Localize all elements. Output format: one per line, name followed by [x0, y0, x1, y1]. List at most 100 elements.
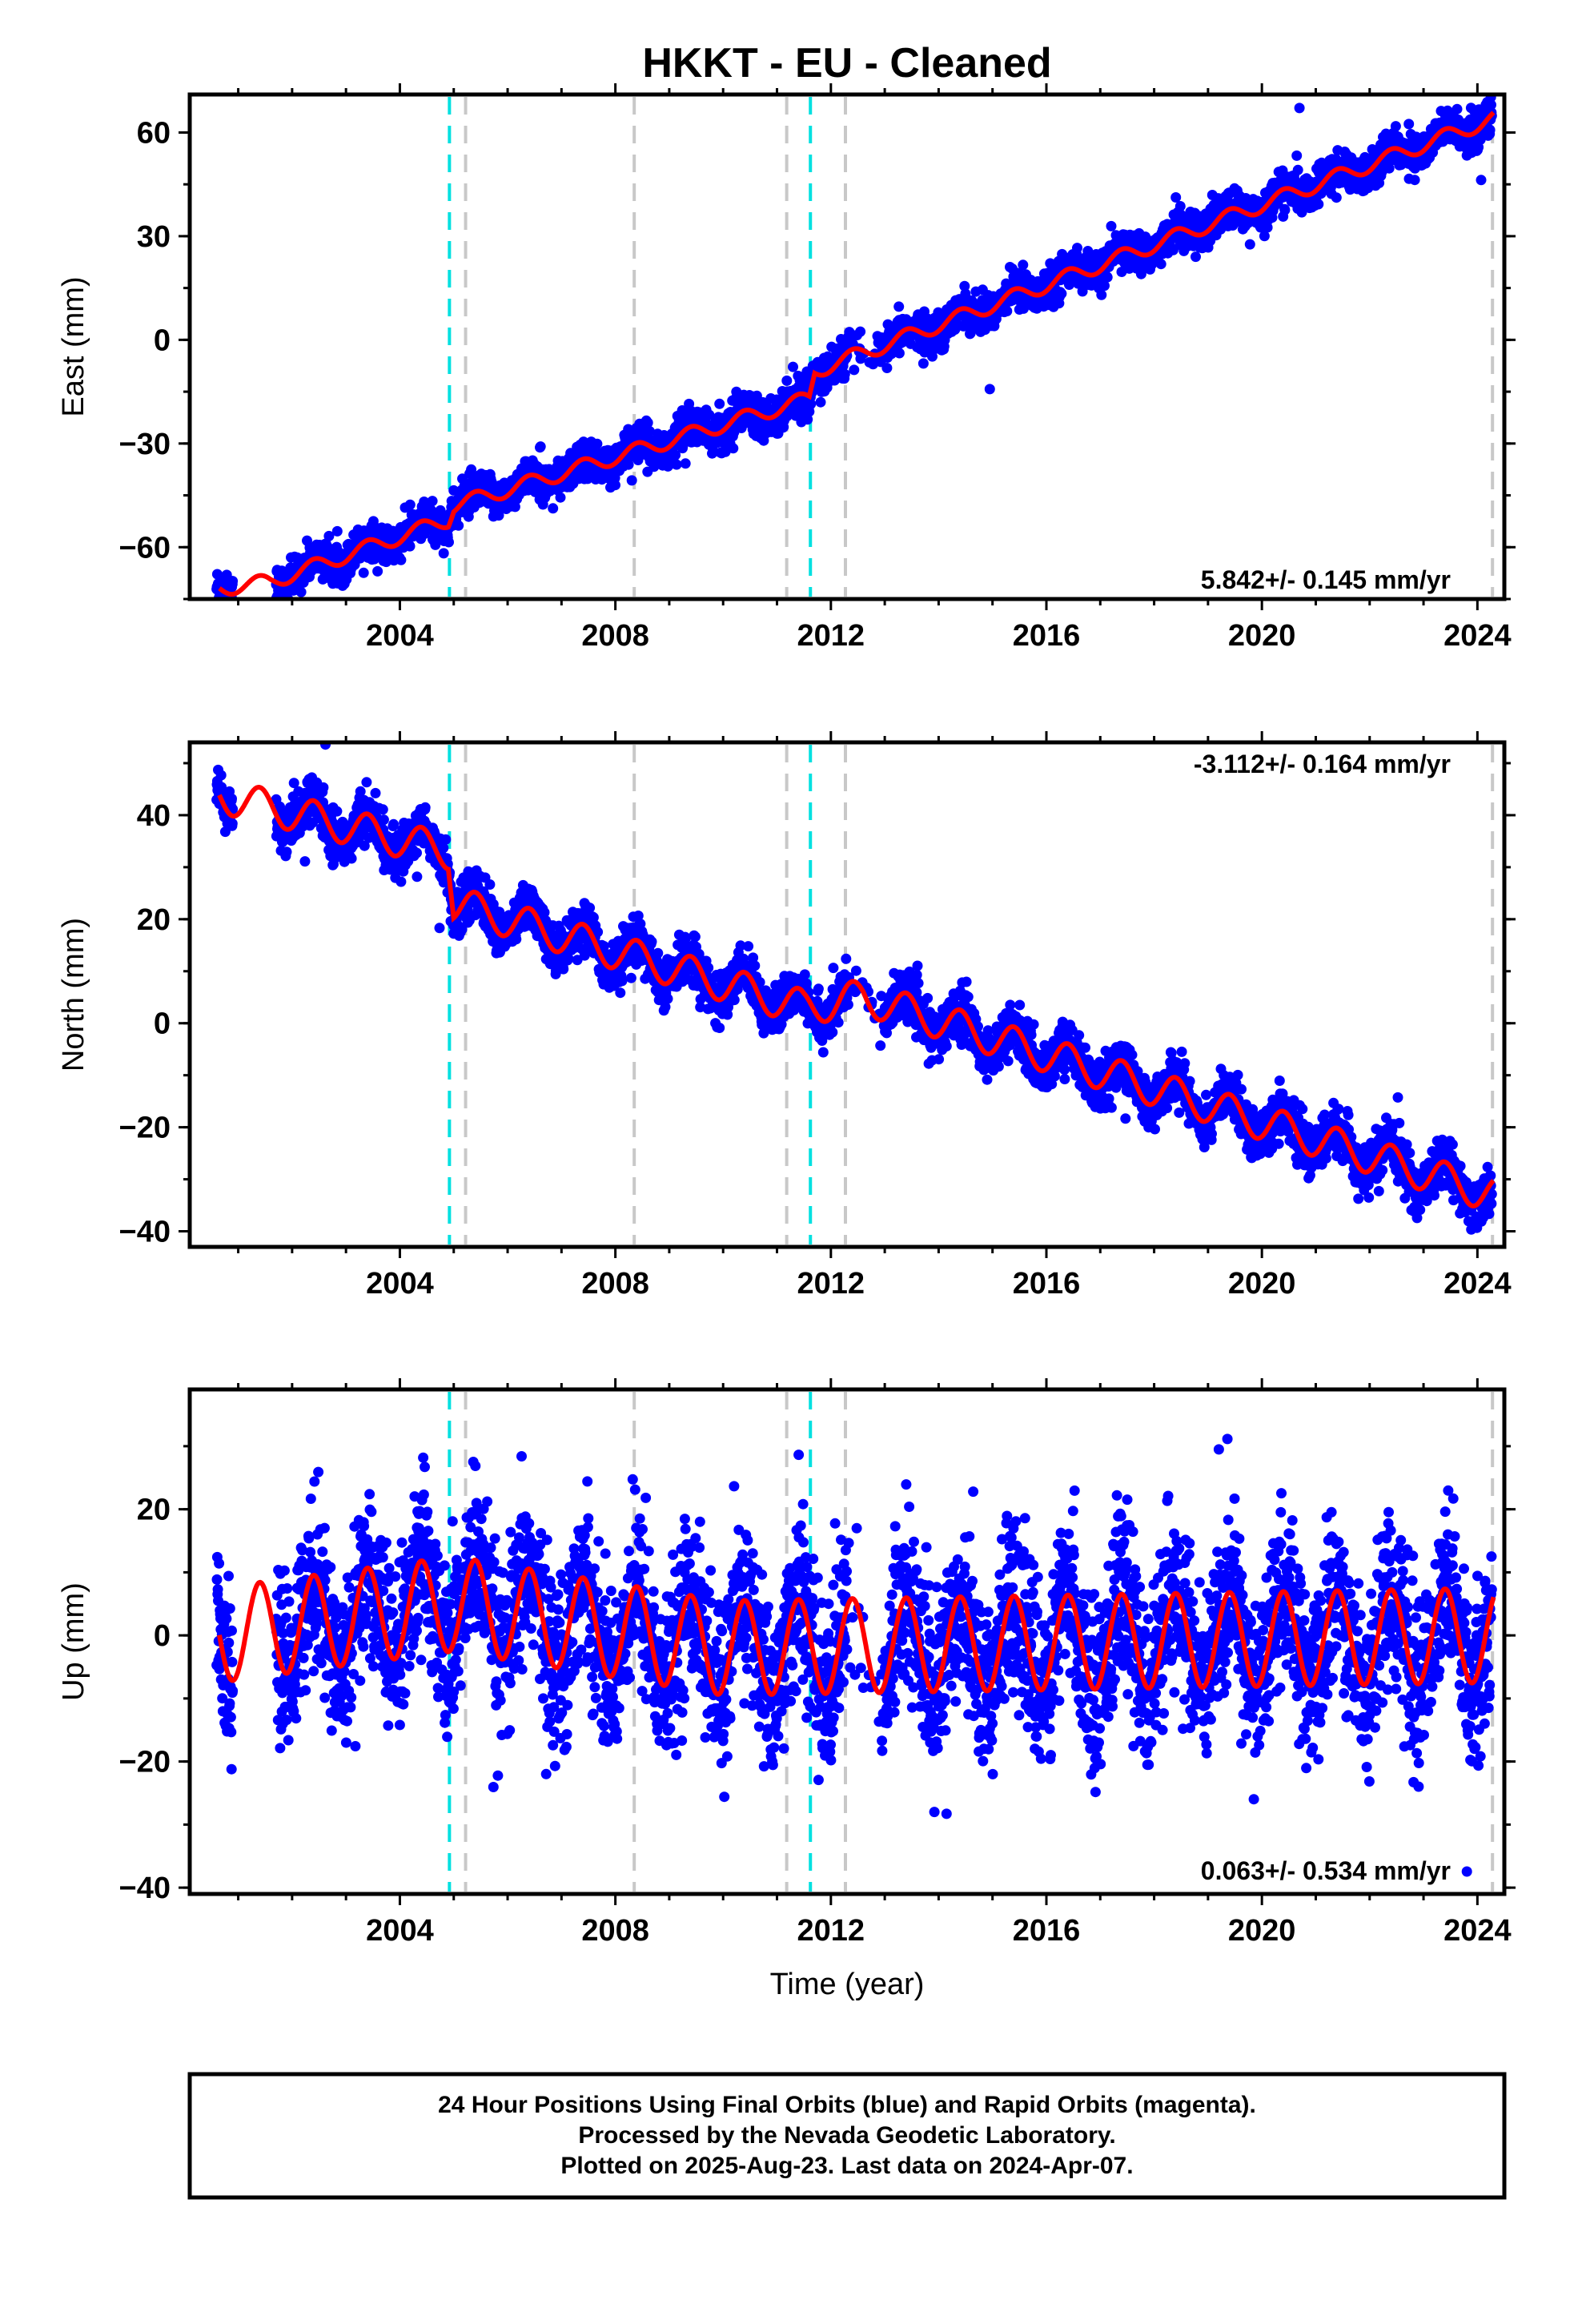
data-point [1331, 192, 1342, 203]
data-point [623, 459, 634, 470]
data-point [444, 537, 454, 548]
data-point [323, 530, 335, 541]
data-point [728, 443, 739, 454]
data-point [404, 499, 416, 510]
chart-title: HKKT - EU - Cleaned [642, 40, 1051, 86]
data-point [318, 782, 329, 793]
x-tick-label: 2016 [1013, 619, 1081, 653]
data-point [1244, 239, 1255, 250]
data-point [839, 368, 850, 380]
data-point [644, 426, 655, 436]
data-point [227, 793, 237, 804]
data-point [610, 480, 620, 491]
data-point [404, 541, 416, 552]
data-point [493, 510, 504, 521]
data-point [1191, 251, 1201, 263]
data-point [984, 384, 995, 395]
x-tick-label: 2008 [581, 619, 649, 653]
data-point [893, 348, 905, 359]
data-point [881, 363, 893, 373]
data-point [893, 301, 905, 312]
data-point [1403, 119, 1415, 130]
data-point [396, 876, 407, 887]
data-point [427, 496, 438, 507]
data-point [412, 871, 423, 883]
rate-label: 5.842+/- 0.145 mm/yr [1201, 565, 1451, 594]
data-point [346, 853, 357, 864]
data-point [1072, 243, 1082, 254]
data-point [1106, 220, 1117, 231]
data-point [378, 814, 389, 826]
data-point [361, 777, 372, 788]
y-tick-label: 30 [137, 220, 171, 254]
data-point [714, 398, 725, 409]
data-point [720, 446, 731, 457]
data-point [917, 358, 929, 369]
y-tick-label: −30 [119, 428, 171, 461]
x-tick-label: 2012 [797, 619, 865, 653]
data-point [781, 375, 793, 386]
data-point [453, 520, 464, 531]
data-point [1102, 271, 1113, 283]
data-point [1155, 259, 1166, 270]
data-point [802, 414, 813, 425]
data-point [1279, 204, 1291, 215]
data-point [1294, 103, 1305, 114]
data-point [671, 459, 682, 470]
data-point [377, 804, 388, 815]
data-point [370, 787, 381, 798]
data-point [434, 923, 445, 934]
data-point [855, 326, 866, 337]
data-point [484, 879, 496, 890]
data-point [642, 417, 653, 428]
data-point [1484, 124, 1496, 135]
data-point [548, 503, 559, 514]
data-point [815, 396, 826, 408]
y-axis-label: East (mm) [57, 276, 90, 416]
data-point [1409, 175, 1420, 186]
data-point [295, 586, 307, 597]
y-tick-label: 0 [154, 324, 171, 357]
data-point [849, 364, 860, 376]
data-point [555, 492, 566, 503]
data-point [299, 856, 311, 867]
data-point [420, 802, 431, 813]
data-point [1018, 259, 1029, 271]
data-point [704, 409, 715, 420]
data-point [788, 361, 798, 372]
x-tick-label: 2020 [1228, 619, 1296, 653]
y-tick-label: −60 [119, 531, 171, 565]
data-point [215, 770, 227, 781]
data-point [227, 818, 238, 829]
data-point [412, 847, 422, 858]
data-point [440, 834, 452, 845]
data-point [331, 525, 343, 537]
data-point [805, 399, 817, 409]
data-point [535, 441, 546, 452]
data-point [1476, 175, 1487, 186]
x-tick-label: 2024 [1443, 619, 1512, 653]
data-point [1390, 121, 1401, 132]
data-point [358, 567, 369, 578]
data-point [372, 565, 383, 577]
data-point [281, 846, 292, 858]
data-point [438, 548, 449, 559]
data-point [1452, 103, 1463, 115]
data-point [1002, 306, 1013, 316]
data-point [592, 438, 603, 449]
x-tick-label: 2004 [366, 619, 434, 653]
panel-east: 2004 2008 2012 2016 2020 2024 −60 −30 0 30 60 East … [57, 83, 1516, 653]
data-point [1096, 289, 1107, 300]
y-tick-label: 60 [137, 116, 171, 150]
data-point [1291, 150, 1303, 161]
data-point [388, 818, 400, 830]
data-point [448, 485, 460, 496]
data-point [626, 475, 637, 486]
data-point [227, 576, 239, 587]
data-point [1313, 199, 1324, 210]
panels: 2004 2008 2012 2016 2020 2024 −60 −30 0 30 60 East … [57, 83, 1516, 1948]
data-point [1292, 164, 1303, 175]
data-point [1170, 192, 1182, 203]
data-point [680, 458, 691, 469]
